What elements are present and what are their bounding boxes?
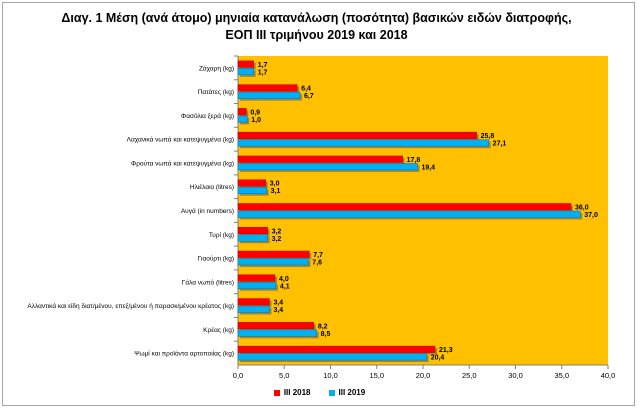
category-label: Αλλαντικά και είδη διατ/μένου, επεξ/μένο…: [27, 302, 234, 310]
data-label-2019: 1,0: [251, 117, 261, 124]
bar-2018: [237, 179, 266, 187]
legend-label-2018: ΙΙΙ 2018: [283, 388, 311, 397]
data-label-2018: 8,2: [318, 323, 328, 330]
data-label-2019: 27,1: [493, 141, 507, 148]
bar-2018: [237, 203, 572, 211]
bar-2018: [237, 250, 310, 258]
legend-label-2019: ΙΙΙ 2019: [338, 388, 366, 397]
legend-item-2018: ΙΙΙ 2018: [273, 388, 311, 397]
bar-2019: [237, 234, 268, 242]
bar-2019: [237, 305, 270, 313]
category-label: Λαχανικά νωπά και κατεψυγμένα (kg): [127, 136, 234, 144]
category-label: Ζάχαρη (kg): [199, 64, 234, 72]
x-tick-label: 40,0: [601, 371, 616, 380]
data-label-2018: 36,0: [575, 205, 589, 212]
data-label-2019: 8,5: [321, 331, 331, 338]
data-label-2018: 0,9: [250, 109, 260, 116]
bar-2018: [237, 84, 298, 92]
data-label-2018: 25,8: [481, 133, 495, 140]
chart-title-line-1: Διαγ. 1 Μέση (ανά άτομο) μηνιαία κατανάλ…: [61, 11, 572, 25]
x-tick-label: 10,0: [323, 371, 338, 380]
x-tick-label: 5,0: [279, 371, 289, 380]
data-label-2018: 3,0: [270, 181, 280, 188]
category-label: Γάλα νωπό (litres): [182, 278, 234, 286]
legend-item-2019: ΙΙΙ 2019: [328, 388, 366, 397]
bar-2018: [237, 60, 254, 68]
bar-2019: [237, 282, 277, 290]
legend-swatch-2018: [273, 389, 280, 396]
x-tick-label: 35,0: [554, 371, 569, 380]
data-label-2018: 21,3: [439, 347, 453, 354]
category-label: Ψωμί και προϊόντα αρτοποιίας (kg): [134, 350, 234, 358]
category-label: Κρέας (kg): [203, 326, 234, 334]
category-label: Τυρί (kg): [209, 231, 234, 239]
data-label-2019: 1,7: [258, 69, 268, 76]
bar-2019: [237, 139, 489, 147]
bar-2018: [237, 227, 268, 235]
bar-2018: [237, 108, 247, 116]
chart-title: Διαγ. 1 Μέση (ανά άτομο) μηνιαία κατανάλ…: [0, 10, 633, 44]
bar-2019: [237, 210, 581, 218]
chart-title-line-2: ΕΟΠ ΙΙΙ τριμήνου 2019 και 2018: [225, 28, 408, 42]
category-label: Αυγά (in numbers): [181, 207, 234, 215]
bar-2018: [237, 155, 403, 163]
bar-2019: [237, 353, 427, 361]
bar-2019: [237, 258, 309, 266]
data-label-2018: 4,0: [279, 276, 289, 283]
data-label-2018: 7,7: [313, 252, 323, 259]
data-label-2019: 19,4: [421, 164, 435, 171]
category-label: Φασόλια ξερά (kg): [181, 112, 234, 120]
data-label-2019: 7,6: [312, 260, 322, 267]
category-label: Γιαούρτι (kg): [198, 255, 234, 263]
bar-2019: [237, 115, 248, 123]
data-label-2018: 6,4: [301, 86, 311, 93]
data-label-2019: 3,2: [272, 236, 282, 243]
data-label-2019: 37,0: [584, 212, 598, 219]
legend: ΙΙΙ 2018 ΙΙΙ 2019: [0, 388, 639, 397]
data-label-2018: 3,2: [272, 228, 282, 235]
data-label-2018: 17,8: [407, 157, 421, 164]
data-label-2019: 20,4: [431, 355, 445, 362]
bar-2019: [237, 68, 254, 76]
data-label-2019: 3,4: [273, 307, 283, 314]
bar-2019: [237, 329, 317, 337]
bar-2018: [237, 322, 315, 330]
x-tick-label: 30,0: [508, 371, 523, 380]
data-label-2019: 3,1: [271, 188, 281, 195]
bar-2018: [237, 274, 276, 282]
bar-2019: [237, 91, 301, 99]
x-tick-label: 20,0: [416, 371, 431, 380]
category-label: Φρούτα νωπά και κατεψυγμένα (kg): [131, 159, 234, 167]
data-label-2018: 1,7: [258, 62, 268, 69]
legend-swatch-2019: [328, 389, 335, 396]
x-tick-label: 25,0: [462, 371, 477, 380]
bar-2019: [237, 163, 418, 171]
bar-2019: [237, 186, 267, 194]
data-label-2019: 4,1: [280, 283, 290, 290]
bar-2018: [237, 298, 270, 306]
bar-2018: [237, 345, 436, 353]
data-label-2018: 3,4: [273, 300, 283, 307]
category-label: Πατάτες (kg): [198, 88, 234, 96]
x-tick-label: 0,0: [233, 371, 243, 380]
x-tick-label: 15,0: [369, 371, 384, 380]
category-label: Ηλιέλαιο (litres): [190, 183, 234, 191]
bar-2018: [237, 131, 477, 139]
data-label-2019: 6,7: [304, 93, 314, 100]
